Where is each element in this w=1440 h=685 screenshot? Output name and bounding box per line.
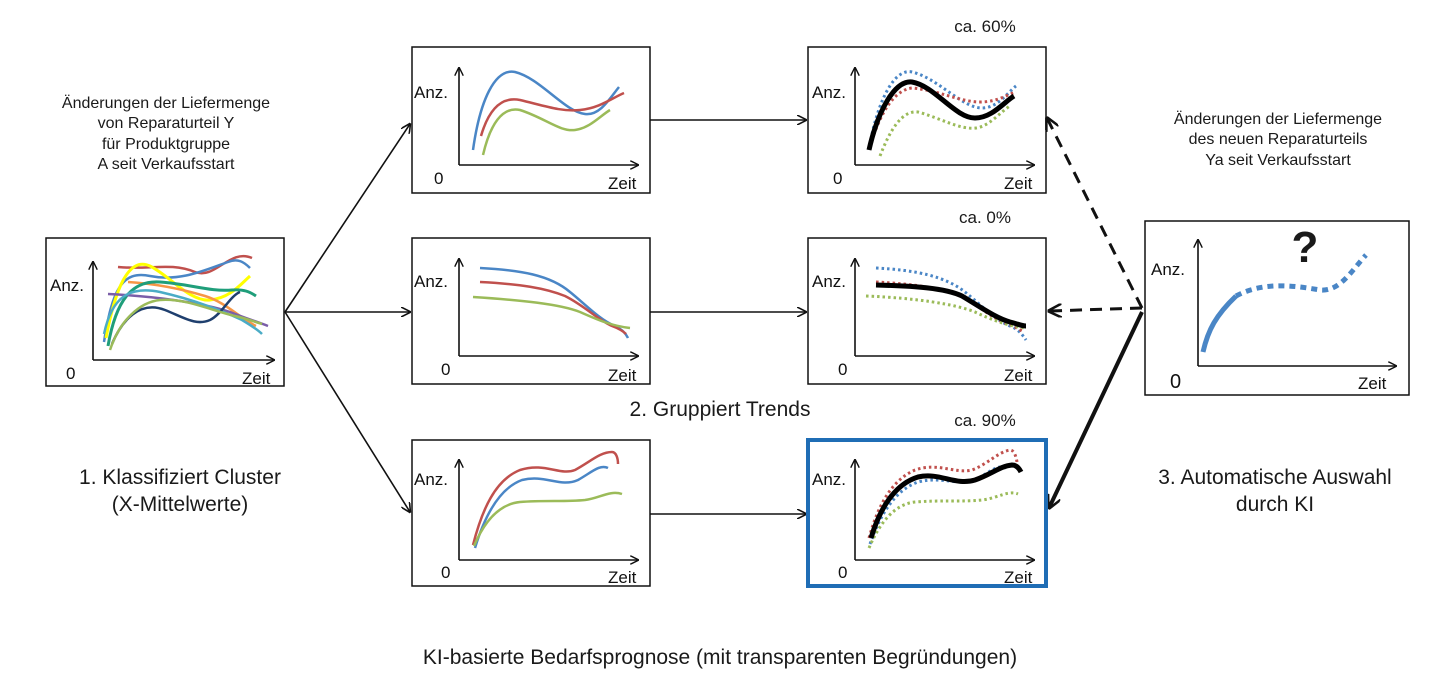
panel-match-3: Anz. 0 Zeit	[812, 448, 1034, 587]
panel-group-1: Anz. 0 Zeit	[414, 68, 638, 193]
trend-line-blue-dotted	[870, 70, 1017, 135]
arrow-source-to-group-3	[284, 311, 410, 512]
match-1-percent: ca. 60%	[954, 17, 1016, 36]
prediction-line-black	[866, 79, 1016, 151]
trend-line-red	[471, 450, 620, 546]
x-axis-label: Zeit	[1004, 174, 1033, 193]
panel-match-3-frame	[806, 438, 1048, 588]
arrow-source-to-group-1	[284, 124, 410, 313]
panel-group-3: Anz. 0 Zeit	[414, 450, 638, 587]
trend-line-blue-dotted	[875, 266, 1028, 341]
trend-line-red-dotted	[870, 86, 1017, 141]
step-1-label: 1. Klassifiziert Cluster (X-Mittelwerte)	[79, 466, 281, 516]
known-trend-line	[1200, 294, 1238, 353]
panel-new-part-frame	[1144, 220, 1410, 396]
origin-label: 0	[441, 563, 450, 582]
trend-line-red	[479, 280, 627, 335]
panel-match-2-frame	[807, 237, 1047, 385]
new-part-description: Änderungen der Liefermenge des neuen Rep…	[1173, 111, 1383, 169]
x-axis-label: Zeit	[608, 366, 637, 385]
y-axis-label: Anz.	[812, 83, 846, 102]
arrow-new-to-match-3	[1049, 311, 1144, 508]
y-axis-label: Anz.	[812, 470, 846, 489]
step-2-label: 2. Gruppiert Trends	[629, 398, 811, 421]
prediction-line-black	[875, 282, 1027, 329]
y-axis-label: Anz.	[414, 83, 448, 102]
y-axis-label: Anz.	[1151, 260, 1185, 279]
y-axis-label: Anz.	[414, 272, 448, 291]
x-axis-label: Zeit	[242, 369, 271, 388]
y-axis-label: Anz.	[414, 470, 448, 489]
match-2-percent: ca. 0%	[959, 208, 1011, 227]
trend-line-yellow	[104, 262, 252, 339]
panel-group-1-frame	[411, 46, 651, 194]
trend-line-green	[481, 108, 611, 156]
step-3-label: 3. Automatische Auswahl durch KI	[1158, 466, 1392, 516]
panel-source-frame	[45, 237, 285, 387]
origin-label: 0	[434, 169, 443, 188]
trend-line-teal	[106, 280, 257, 347]
origin-label: 0	[441, 360, 450, 379]
trend-line-green	[472, 491, 623, 547]
panel-new-part: Anz. 0 Zeit	[1151, 240, 1396, 393]
trend-line-blue	[479, 266, 630, 339]
arrow-new-to-match-1	[1047, 118, 1144, 309]
prediction-line-black	[868, 462, 1024, 539]
caption: KI-basierte Bedarfsprognose (mit transpa…	[422, 646, 1018, 669]
unknown-mark: ?	[1291, 223, 1319, 272]
panel-source: Anz. 0 Zeit	[50, 254, 274, 388]
x-axis-label: Zeit	[1358, 374, 1387, 393]
trend-line-blue-dotted	[868, 465, 1007, 545]
panel-group-2: Anz. 0 Zeit	[414, 259, 638, 385]
trend-line-red-dotted	[867, 448, 1019, 539]
trend-line-blue	[471, 70, 620, 151]
panel-match-1-frame	[807, 46, 1047, 194]
trend-line-green-dotted	[867, 491, 1019, 549]
origin-label: 0	[1170, 371, 1181, 393]
panel-group-3-frame	[411, 439, 651, 587]
y-axis-label: Anz.	[812, 272, 846, 291]
match-3-percent: ca. 90%	[954, 411, 1016, 430]
origin-label: 0	[833, 169, 842, 188]
forecast-trend-line	[1234, 253, 1368, 299]
x-axis-label: Zeit	[608, 568, 637, 587]
arrow-new-to-match-2	[1049, 308, 1143, 311]
origin-label: 0	[838, 563, 847, 582]
trend-line-red	[479, 91, 625, 137]
x-axis-label: Zeit	[1004, 366, 1033, 385]
trend-line-green-dotted	[865, 294, 1027, 330]
trend-line-green	[108, 298, 263, 351]
trend-line-blue	[473, 465, 609, 549]
x-axis-label: Zeit	[1004, 568, 1033, 587]
trend-line-green	[472, 295, 631, 330]
origin-label: 0	[838, 360, 847, 379]
panel-match-1: Anz. 0 Zeit	[812, 68, 1034, 193]
flow-arrows	[284, 118, 1144, 514]
trend-line-green-dotted	[878, 104, 1011, 157]
panel-group-2-frame	[411, 237, 651, 385]
x-axis-label: Zeit	[608, 174, 637, 193]
y-axis-label: Anz.	[50, 276, 84, 295]
trend-line-cyan	[102, 289, 263, 335]
panel-match-2: Anz. 0 Zeit	[812, 259, 1034, 385]
source-description: Änderungen der Liefermenge von Reparatur…	[61, 95, 271, 174]
origin-label: 0	[66, 364, 75, 383]
